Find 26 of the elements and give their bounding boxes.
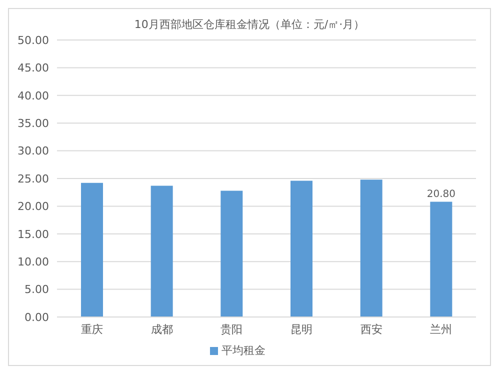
y-tick-label: 40.00 [18,89,49,102]
bar [220,190,243,317]
bar [150,186,173,317]
y-tick-label: 50.00 [18,34,49,47]
y-tick-label: 35.00 [18,117,49,130]
x-tick-label: 成都 [150,322,173,336]
y-tick-label: 30.00 [18,144,49,158]
bar [360,180,382,317]
chart-title: 10月西部地区仓库租金情况（单位：元/㎡·月） [133,17,366,32]
y-tick-label: 20.00 [18,200,49,214]
bar [430,202,452,317]
y-tick-label: 45.00 [18,62,49,75]
y-tick-label: 10.00 [18,256,49,269]
y-tick-label: 15.00 [18,228,49,241]
bar [290,180,312,317]
x-tick-label: 贵阳 [220,322,243,336]
x-tick-label: 重庆 [80,322,103,336]
bar [81,182,103,317]
x-tick-label: 昆明 [290,322,312,336]
x-tick-label: 西安 [360,322,382,336]
data-label: 20.80 [426,188,456,200]
y-tick-label: 25.00 [18,172,49,186]
x-tick-label: 兰州 [430,322,452,336]
legend-label: 平均租金 [222,344,266,357]
y-tick-label: 5.00 [24,283,49,296]
y-tick-label: 0.00 [24,310,49,324]
